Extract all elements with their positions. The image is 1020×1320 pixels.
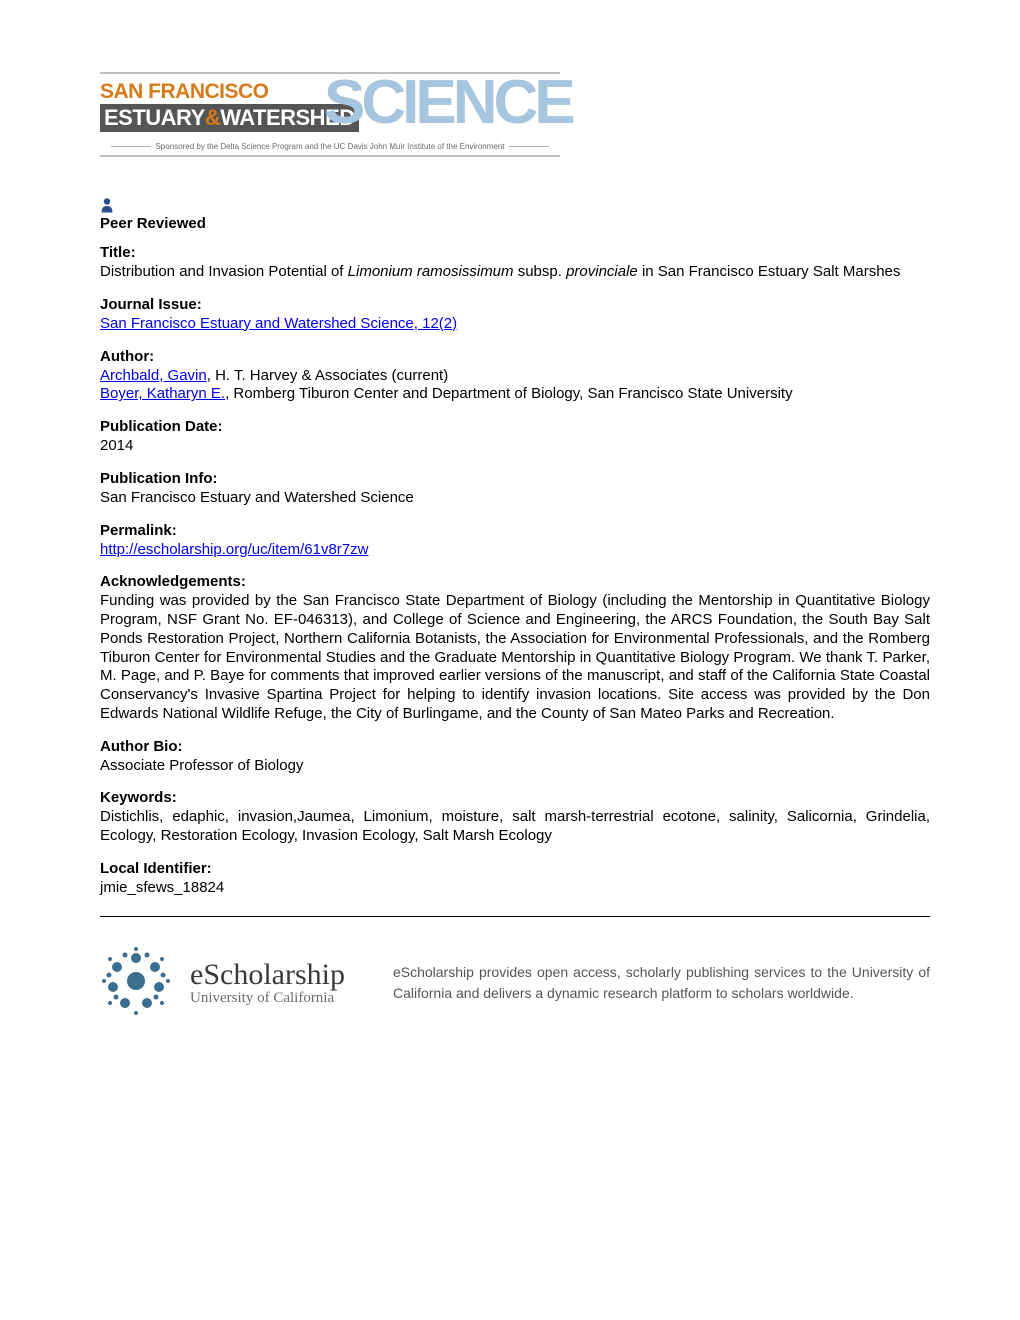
sponsor-text: Sponsored by the Delta Science Program a… bbox=[155, 142, 504, 151]
escholarship-wordmark: eScholarship University of California bbox=[190, 958, 375, 1007]
author2-link[interactable]: Boyer, Katharyn E. bbox=[100, 385, 225, 402]
footer-main: eScholarship bbox=[190, 958, 345, 992]
banner-science: SCIENCE bbox=[324, 72, 572, 134]
journal-issue-label: Journal Issue: bbox=[100, 296, 930, 313]
pubdate-label: Publication Date: bbox=[100, 418, 930, 435]
author2-affil: , Romberg Tiburon Center and Department … bbox=[225, 385, 793, 402]
journal-issue-section: Journal Issue: San Francisco Estuary and… bbox=[100, 296, 930, 334]
pubinfo-section: Publication Info: San Francisco Estuary … bbox=[100, 470, 930, 508]
pubinfo-label: Publication Info: bbox=[100, 470, 930, 487]
banner-sponsor: Sponsored by the Delta Science Program a… bbox=[100, 142, 560, 155]
title-text: Distribution and Invasion Potential of L… bbox=[100, 263, 930, 282]
authorbio-section: Author Bio: Associate Professor of Biolo… bbox=[100, 738, 930, 776]
title-label: Title: bbox=[100, 244, 930, 261]
person-icon bbox=[100, 197, 114, 213]
keywords-value: Distichlis, edaphic, invasion,Jaumea, Li… bbox=[100, 808, 930, 846]
author1-link[interactable]: Archbald, Gavin bbox=[100, 367, 207, 384]
ack-label: Acknowledgements: bbox=[100, 573, 930, 590]
banner-line1: SAN FRANCISCO bbox=[100, 80, 269, 104]
permalink-label: Permalink: bbox=[100, 522, 930, 539]
escholarship-logo-icon bbox=[100, 945, 172, 1021]
ack-text: Funding was provided by the San Francisc… bbox=[100, 592, 930, 723]
localid-section: Local Identifier: jmie_sfews_18824 bbox=[100, 860, 930, 898]
ack-section: Acknowledgements: Funding was provided b… bbox=[100, 573, 930, 723]
pubinfo-value: San Francisco Estuary and Watershed Scie… bbox=[100, 489, 930, 508]
keywords-section: Keywords: Distichlis, edaphic, invasion,… bbox=[100, 789, 930, 846]
journal-banner: SAN FRANCISCO ESTUARY&WATERSHED SCIENCE … bbox=[100, 72, 560, 157]
author1-affil: , H. T. Harvey & Associates (current) bbox=[207, 367, 448, 384]
banner-amp: & bbox=[205, 105, 220, 130]
title-mid: subsp. bbox=[514, 263, 567, 280]
footer-description: eScholarship provides open access, schol… bbox=[393, 962, 930, 1004]
footer: eScholarship University of California eS… bbox=[100, 945, 930, 1021]
authorbio-label: Author Bio: bbox=[100, 738, 930, 755]
page: SAN FRANCISCO ESTUARY&WATERSHED SCIENCE … bbox=[0, 0, 1020, 1081]
author-section: Author: Archbald, Gavin, H. T. Harvey & … bbox=[100, 348, 930, 405]
title-section: Title: Distribution and Invasion Potenti… bbox=[100, 244, 930, 282]
separator bbox=[100, 916, 930, 917]
title-italic1: Limonium ramosissimum bbox=[348, 263, 514, 280]
title-post: in San Francisco Estuary Salt Marshes bbox=[638, 263, 901, 280]
localid-label: Local Identifier: bbox=[100, 860, 930, 877]
title-pre: Distribution and Invasion Potential of bbox=[100, 263, 348, 280]
pubdate-section: Publication Date: 2014 bbox=[100, 418, 930, 456]
journal-issue-link[interactable]: San Francisco Estuary and Watershed Scie… bbox=[100, 315, 457, 332]
author-label: Author: bbox=[100, 348, 930, 365]
authorbio-value: Associate Professor of Biology bbox=[100, 757, 930, 776]
banner-estuary: ESTUARY bbox=[104, 105, 205, 130]
banner-line2: ESTUARY&WATERSHED bbox=[100, 104, 359, 132]
pubdate-value: 2014 bbox=[100, 437, 930, 456]
footer-sub: University of California bbox=[190, 990, 345, 1007]
peer-reviewed-label: Peer Reviewed bbox=[100, 215, 930, 232]
permalink-link[interactable]: http://escholarship.org/uc/item/61v8r7zw bbox=[100, 541, 368, 558]
title-italic2: provinciale bbox=[566, 263, 638, 280]
localid-value: jmie_sfews_18824 bbox=[100, 879, 930, 898]
permalink-section: Permalink: http://escholarship.org/uc/it… bbox=[100, 522, 930, 560]
keywords-label: Keywords: bbox=[100, 789, 930, 806]
